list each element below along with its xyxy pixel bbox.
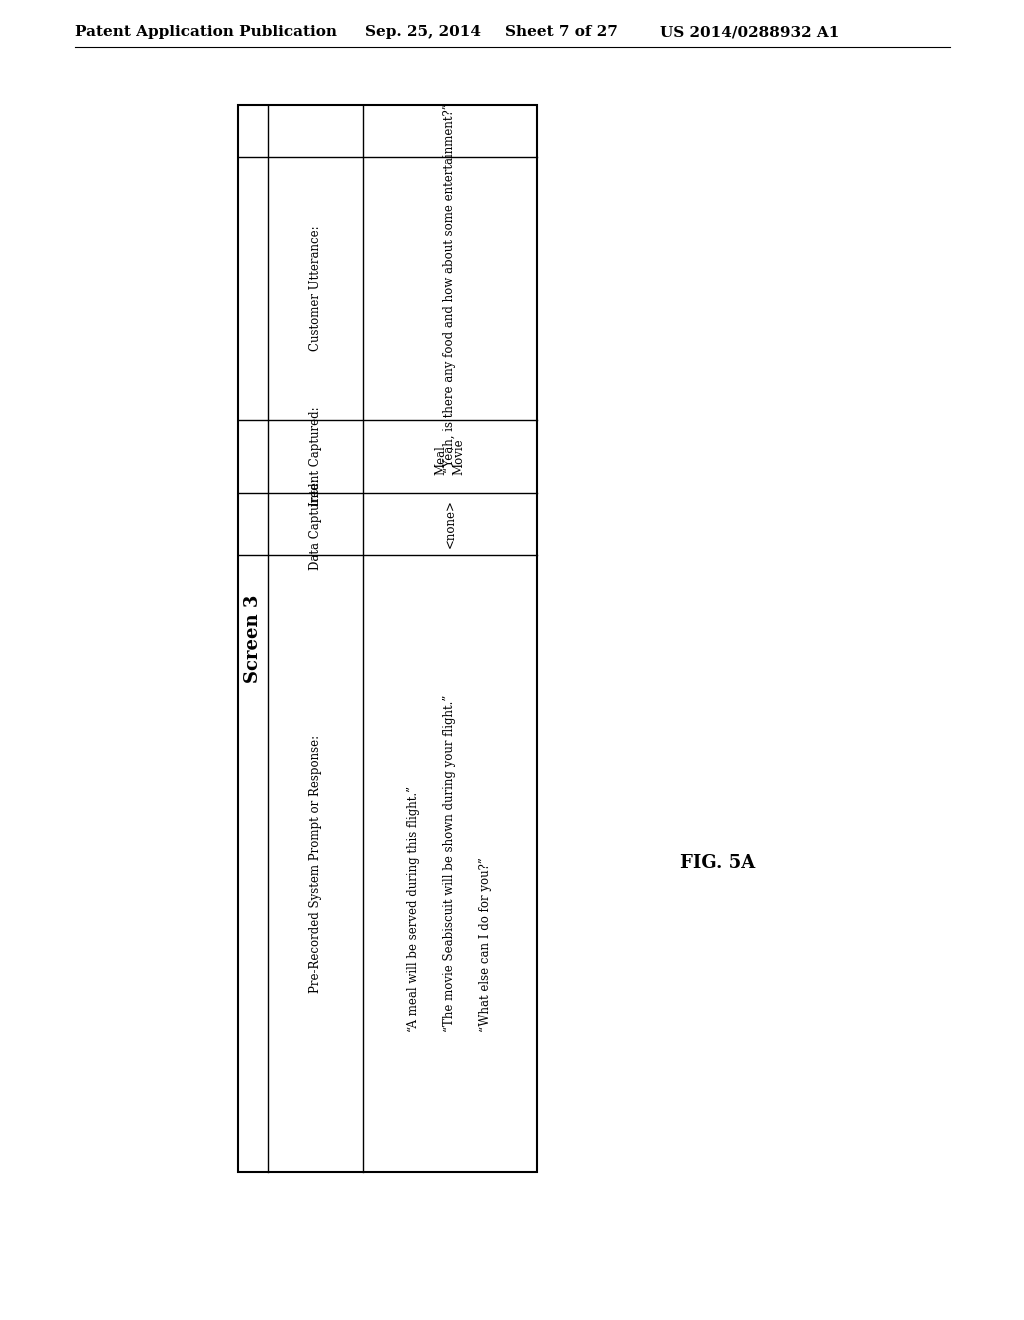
- Text: Data Captured:: Data Captured:: [309, 478, 322, 570]
- Text: Pre-Recorded System Prompt or Response:: Pre-Recorded System Prompt or Response:: [309, 734, 322, 993]
- Bar: [238, 106, 537, 1172]
- Text: Patent Application Publication: Patent Application Publication: [75, 25, 337, 40]
- Text: Sep. 25, 2014: Sep. 25, 2014: [365, 25, 481, 40]
- Text: Intent Captured:: Intent Captured:: [309, 407, 322, 507]
- Text: Customer Utterance:: Customer Utterance:: [309, 226, 322, 351]
- Text: “A meal will be served during this flight.”

“The movie Seabiscuit will be shown: “A meal will be served during this fligh…: [408, 694, 493, 1032]
- Text: <none>: <none>: [443, 499, 457, 548]
- Text: Meal
Movie: Meal Movie: [434, 438, 466, 475]
- Text: Screen 3: Screen 3: [244, 594, 262, 682]
- Text: FIG. 5A: FIG. 5A: [680, 854, 756, 873]
- Text: Sheet 7 of 27: Sheet 7 of 27: [505, 25, 617, 40]
- Text: US 2014/0288932 A1: US 2014/0288932 A1: [660, 25, 840, 40]
- Text: “Yeah, is there any food and how about some entertainment?”: “Yeah, is there any food and how about s…: [443, 104, 457, 474]
